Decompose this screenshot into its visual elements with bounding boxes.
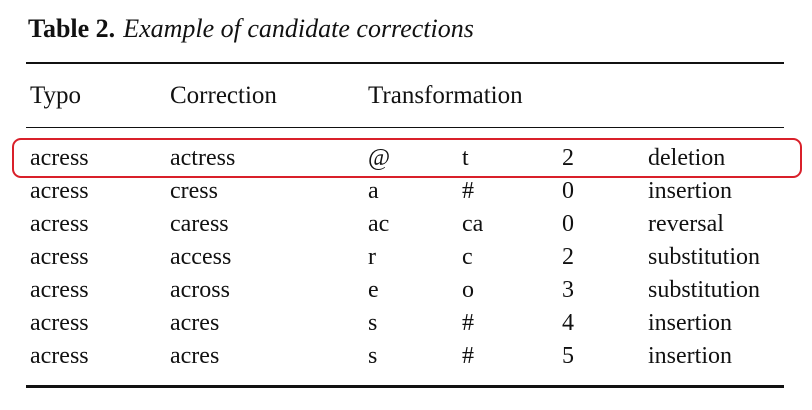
cell-type: substitution — [648, 244, 761, 270]
cell-from: a — [368, 178, 379, 204]
table-row: acress cress a # 0 insertion — [0, 175, 812, 207]
cell-type: reversal — [648, 211, 724, 237]
cell-to: # — [462, 178, 474, 204]
cell-type: substitution — [648, 277, 761, 303]
cell-to: # — [462, 343, 474, 369]
table-row: acress actress @ t 2 deletion — [0, 142, 812, 174]
cell-correction: acres — [170, 310, 220, 336]
cell-position: 0 — [562, 211, 574, 237]
cell-typo: acress — [30, 343, 89, 369]
table-row: acress access r c 2 substitution — [0, 241, 812, 273]
cell-to: o — [462, 277, 474, 303]
cell-correction: acres — [170, 343, 220, 369]
header-correction: Correction — [170, 82, 277, 109]
table-title: Example of candidate corrections — [123, 14, 474, 43]
header-transformation: Transformation — [368, 82, 523, 109]
cell-to: ca — [462, 211, 484, 237]
cell-correction: across — [170, 277, 230, 303]
cell-from: @ — [368, 145, 391, 171]
cell-correction: actress — [170, 145, 236, 171]
cell-correction: cress — [170, 178, 218, 204]
cell-position: 2 — [562, 244, 574, 270]
table-header-row: Typo Correction Transformation — [0, 80, 812, 112]
table-row: acress acres s # 4 insertion — [0, 307, 812, 339]
cell-correction: access — [170, 244, 232, 270]
top-rule — [26, 62, 784, 64]
header-rule — [26, 127, 784, 128]
cell-to: c — [462, 244, 473, 270]
cell-position: 4 — [562, 310, 574, 336]
cell-position: 3 — [562, 277, 574, 303]
cell-position: 2 — [562, 145, 574, 171]
cell-from: s — [368, 310, 378, 336]
table-number: Table 2. — [28, 14, 116, 43]
cell-correction: caress — [170, 211, 229, 237]
cell-type: insertion — [648, 310, 732, 336]
table-row: acress caress ac ca 0 reversal — [0, 208, 812, 240]
bottom-rule — [26, 385, 784, 388]
cell-from: ac — [368, 211, 390, 237]
cell-type: insertion — [648, 178, 732, 204]
cell-to: t — [462, 145, 469, 171]
cell-to: # — [462, 310, 474, 336]
highlight-box — [12, 138, 802, 178]
table-caption: Table 2. Example of candidate corrections — [28, 12, 474, 46]
cell-type: deletion — [648, 145, 726, 171]
cell-typo: acress — [30, 145, 89, 171]
cell-typo: acress — [30, 178, 89, 204]
cell-from: e — [368, 277, 379, 303]
cell-typo: acress — [30, 277, 89, 303]
cell-from: s — [368, 343, 378, 369]
table-row: acress acres s # 5 insertion — [0, 340, 812, 372]
cell-from: r — [368, 244, 376, 270]
cell-typo: acress — [30, 244, 89, 270]
header-typo: Typo — [30, 82, 82, 109]
cell-position: 0 — [562, 178, 574, 204]
cell-type: insertion — [648, 343, 732, 369]
cell-typo: acress — [30, 211, 89, 237]
cell-position: 5 — [562, 343, 574, 369]
table-row: acress across e o 3 substitution — [0, 274, 812, 306]
cell-typo: acress — [30, 310, 89, 336]
